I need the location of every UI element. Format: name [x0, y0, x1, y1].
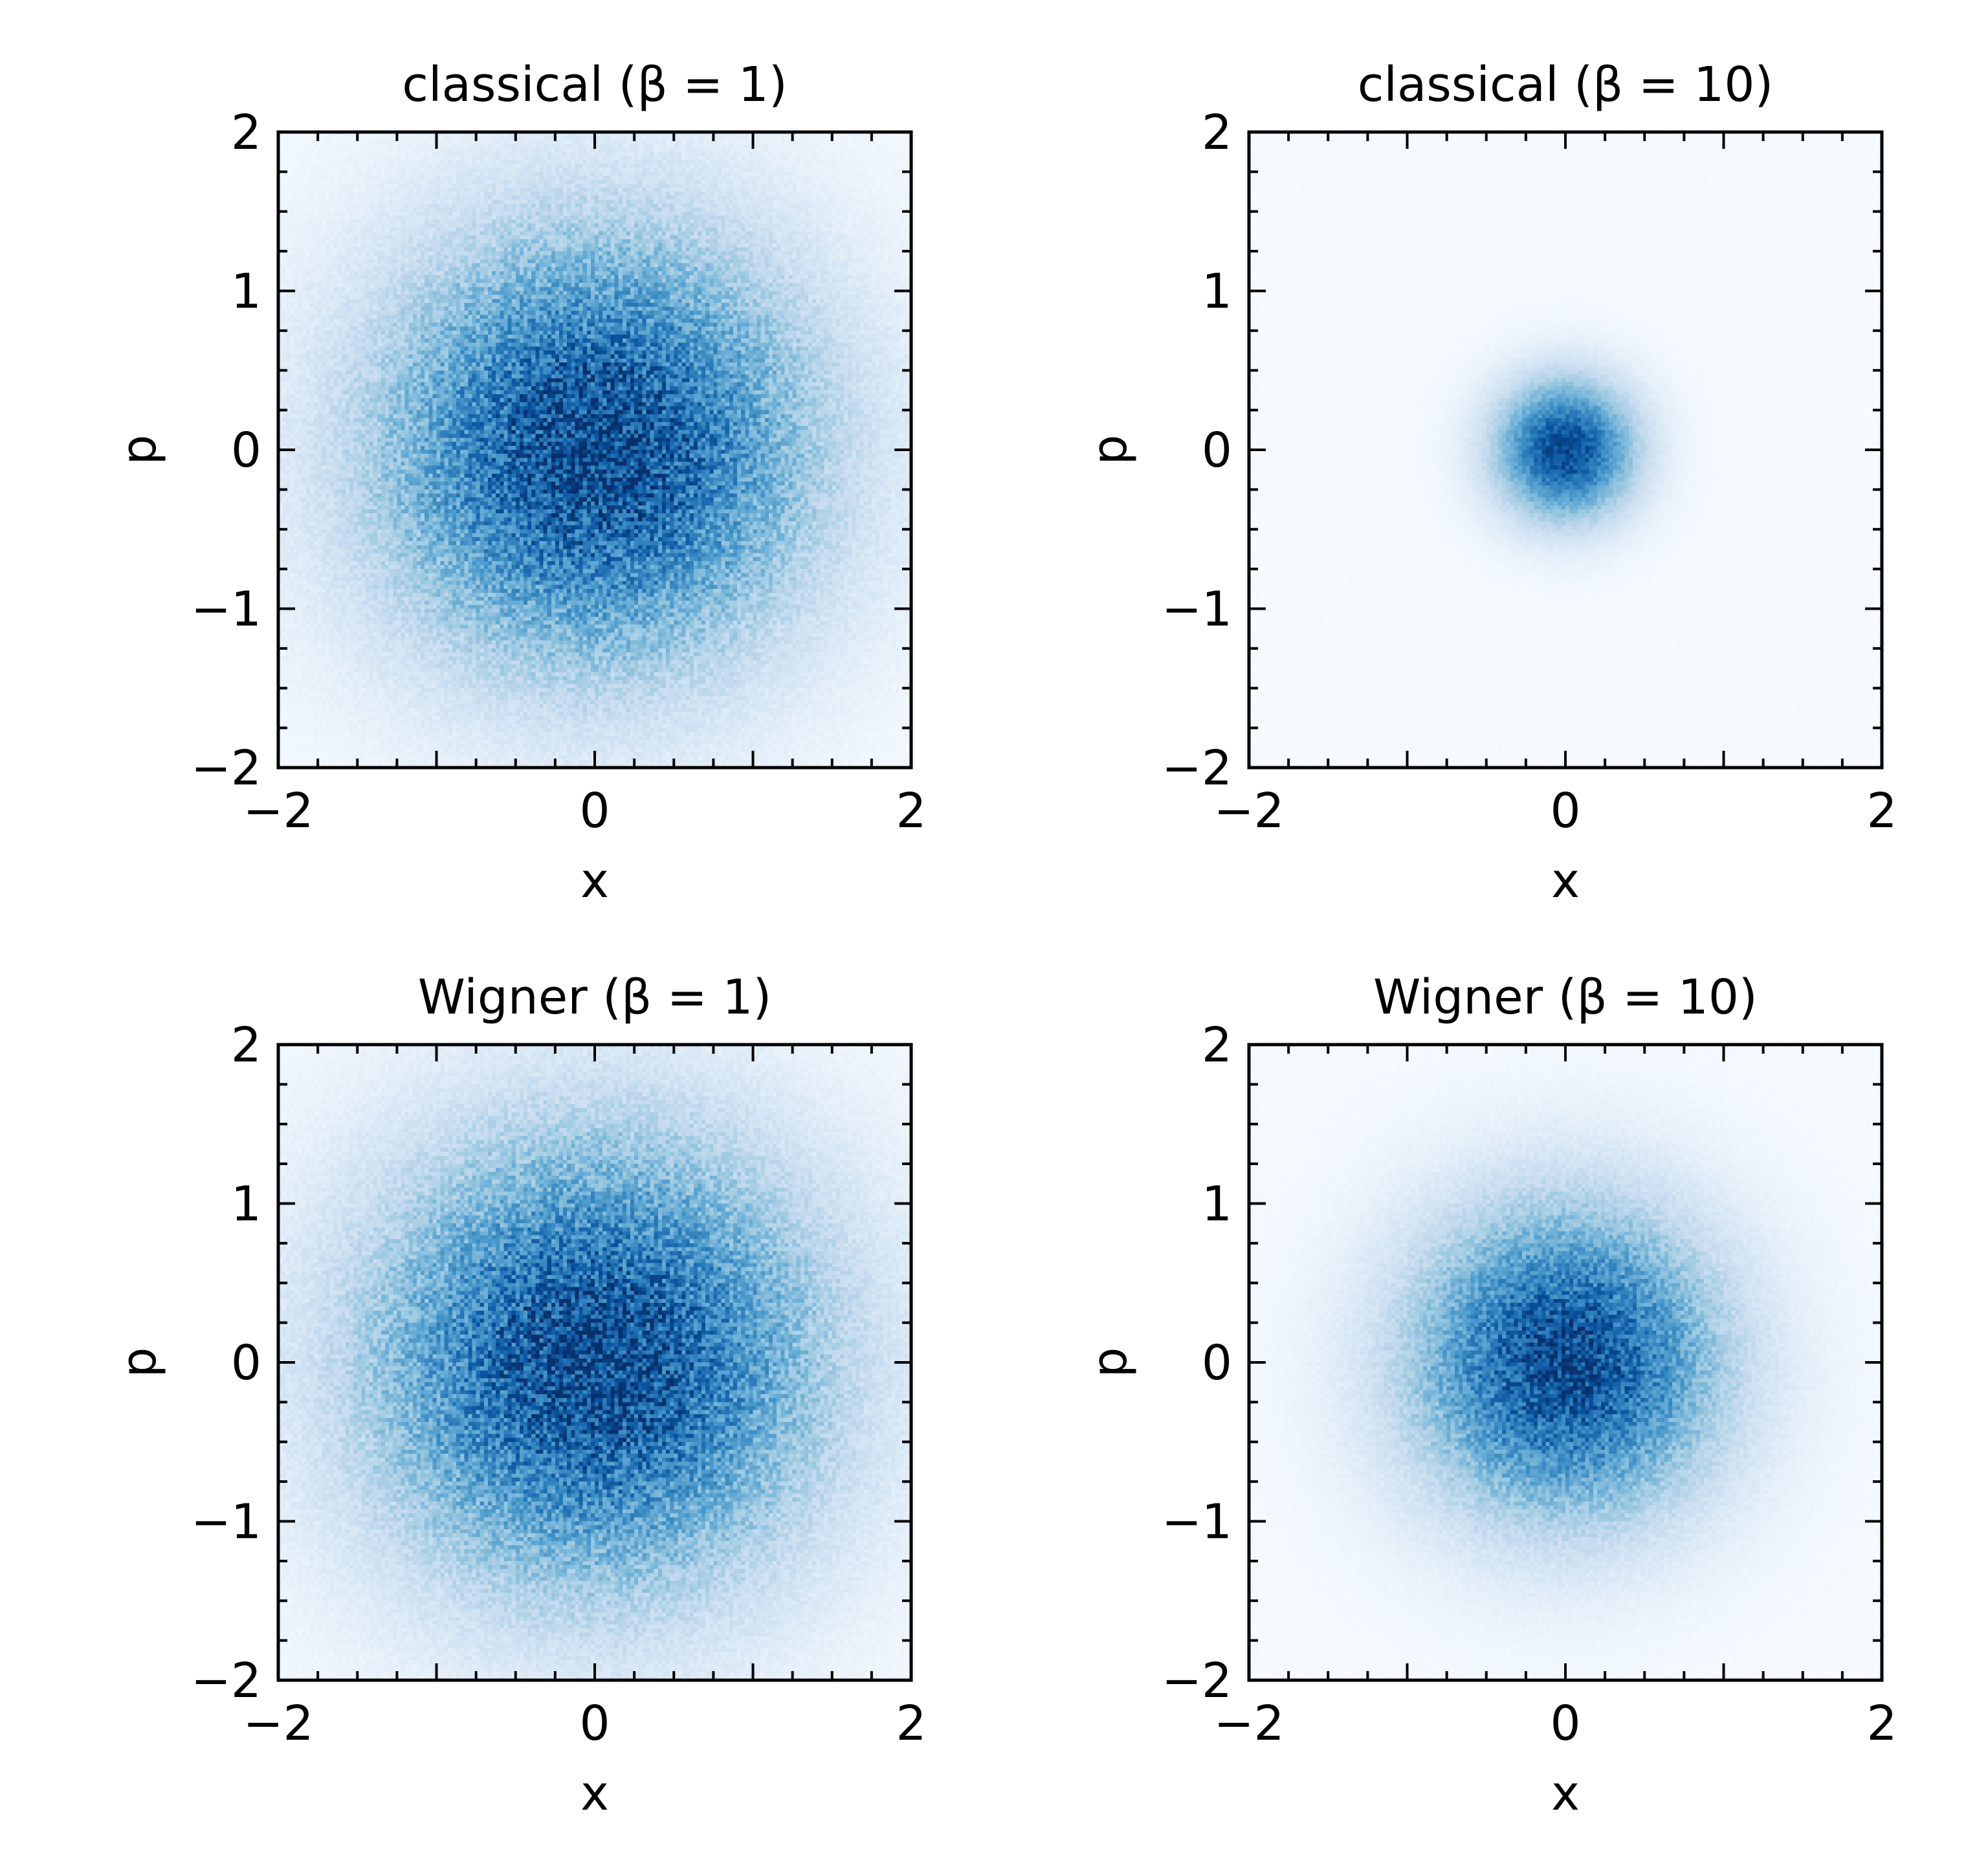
y-tick-label: 1 [1202, 1177, 1232, 1232]
y-axis-label: p [111, 1348, 167, 1378]
y-tick-label: 1 [231, 1177, 261, 1232]
y-tick-label: 2 [231, 105, 261, 161]
y-tick-label: 0 [1202, 1335, 1232, 1391]
y-tick-label: −1 [191, 582, 261, 638]
panel-2: −2 0 2 −2 −1 0 1 2 classical (β = 10) x p [1082, 57, 1897, 909]
panel-title: classical (β = 10) [1358, 57, 1774, 113]
y-tick-label: 0 [231, 1335, 261, 1391]
y-tick-label: −2 [191, 740, 261, 796]
y-tick-label: −2 [1162, 1653, 1232, 1709]
y-tick-label: 1 [231, 264, 261, 320]
heatmap-image [278, 1045, 911, 1680]
x-tick-label: 2 [1866, 1696, 1897, 1751]
x-tick-label: 2 [896, 783, 926, 839]
x-tick-label: −2 [1213, 783, 1284, 839]
y-tick-label: 2 [1202, 1017, 1232, 1073]
x-tick-label: −2 [243, 783, 313, 839]
x-tick-label: 0 [579, 1696, 610, 1751]
x-axis-label: x [580, 1766, 609, 1821]
x-tick-label: 0 [579, 783, 610, 839]
y-tick-label: −2 [1162, 740, 1232, 796]
heatmap-image [1249, 1045, 1882, 1680]
x-tick-label: 0 [1550, 1696, 1580, 1751]
y-axis-label: p [1082, 435, 1138, 465]
y-tick-label: 0 [231, 423, 261, 478]
y-tick-label: −1 [191, 1494, 261, 1550]
panel-3: −2 0 2 −2 −1 0 1 2 Wigner (β = 1) x p [111, 970, 927, 1821]
x-tick-label: 0 [1550, 783, 1580, 839]
panel-title: classical (β = 1) [402, 57, 787, 113]
panel-title: Wigner (β = 10) [1373, 970, 1758, 1025]
heatmap-image [278, 132, 911, 768]
panel-4: −2 0 2 −2 −1 0 1 2 Wigner (β = 10) x p [1082, 970, 1897, 1821]
panel-title: Wigner (β = 1) [418, 970, 772, 1025]
y-tick-label: 2 [231, 1017, 261, 1073]
y-axis-label: p [111, 435, 167, 465]
y-tick-label: 1 [1202, 264, 1232, 320]
y-tick-label: 2 [1202, 105, 1232, 161]
panel-1: −2 0 2 −2 −1 0 1 2 classical (β = 1) x p [111, 57, 927, 909]
heatmap-image [1249, 132, 1882, 768]
x-tick-label: 2 [1866, 783, 1897, 839]
y-tick-label: −2 [191, 1653, 261, 1709]
x-tick-label: −2 [1213, 1696, 1284, 1751]
y-axis-label: p [1082, 1348, 1138, 1378]
x-tick-label: 2 [896, 1696, 926, 1751]
x-axis-label: x [580, 853, 609, 909]
y-tick-label: −1 [1162, 582, 1232, 638]
y-tick-label: 0 [1202, 423, 1232, 478]
y-tick-label: −1 [1162, 1494, 1232, 1550]
x-axis-label: x [1551, 853, 1580, 909]
x-axis-label: x [1551, 1766, 1580, 1821]
x-tick-label: −2 [243, 1696, 313, 1751]
